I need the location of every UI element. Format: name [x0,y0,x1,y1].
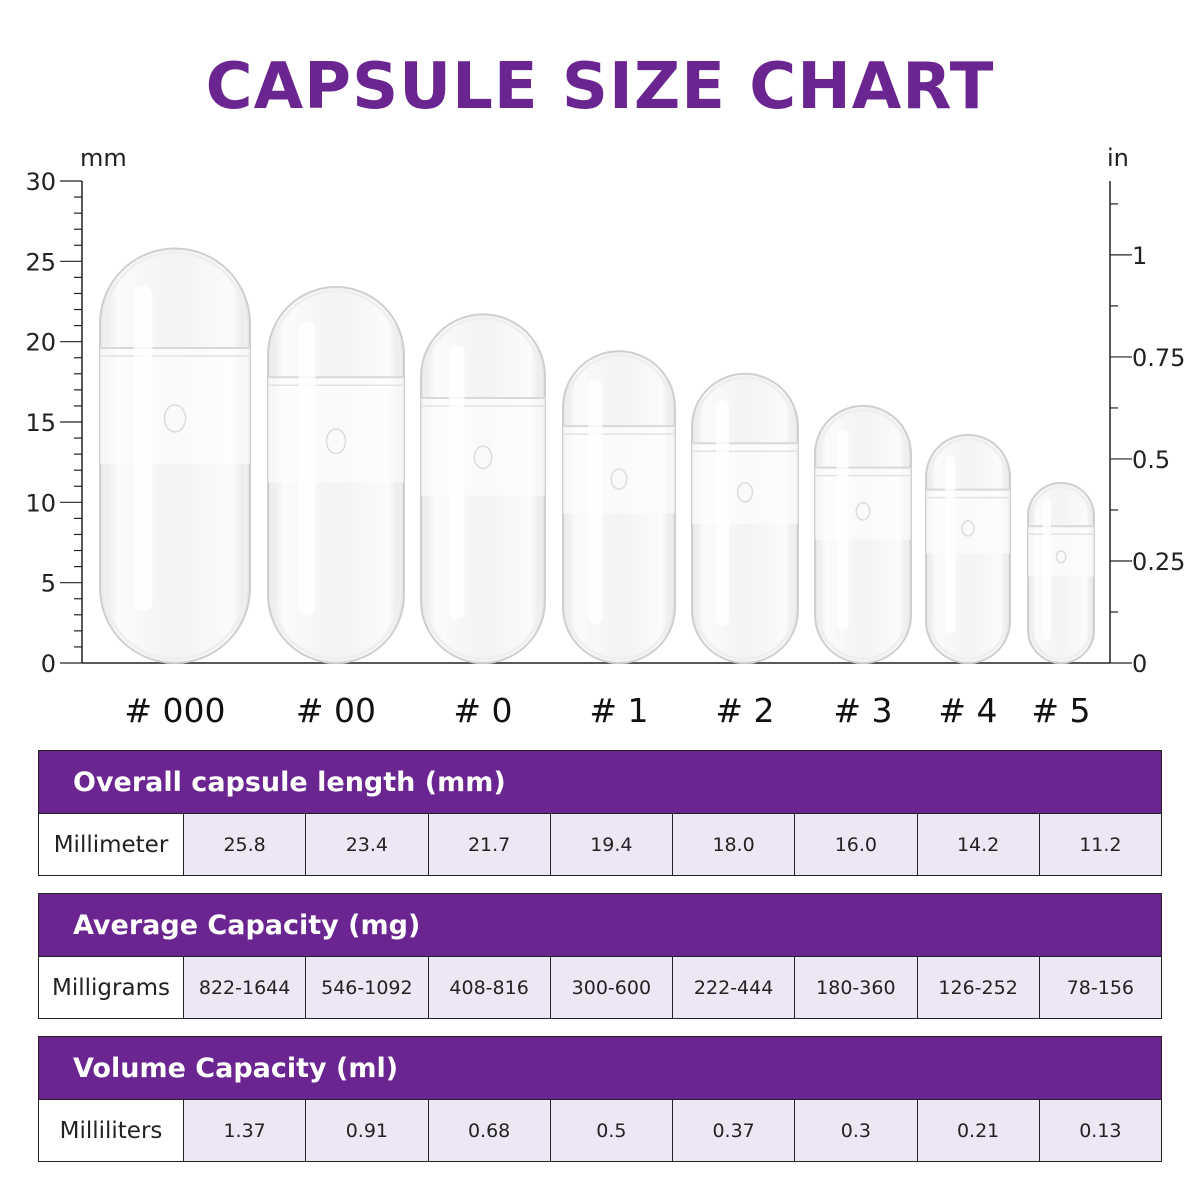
table-row: Milligrams 822-1644 546-1092 408-816 300… [38,956,1163,1019]
volume-table: Volume Capacity (ml) Milliliters 1.37 0.… [38,1036,1163,1162]
left-axis-tick-label: 30 [25,168,56,196]
volume-table-header: Volume Capacity (ml) [38,1036,1162,1100]
length-table: Overall capsule length (mm) Millimeter 2… [38,750,1163,876]
left-axis-tick-label: 20 [25,329,56,357]
capsule-highlight [944,455,956,634]
right-axis-tick-label: 0.75 [1132,344,1185,372]
left-axis-tick-label: 5 [41,570,56,598]
capsule-highlight [588,379,603,624]
right-axis-tick-label: 0 [1132,650,1147,678]
right-axis-tick-label: 0.5 [1132,446,1170,474]
row-label-milliliters: Milliliters [38,1099,184,1162]
capsule-dimple [1055,550,1067,564]
capsule-6 [814,404,912,664]
capsule-8 [1027,482,1095,665]
page-title: CAPSULE SIZE CHART [205,50,995,124]
table-cell: 822-1644 [182,956,307,1019]
capsule-dimple [736,482,754,503]
table-cell: 21.7 [427,813,551,876]
category-label: # 5 [1031,691,1090,730]
capsule-4 [562,350,676,664]
capsule-highlight [715,400,730,626]
table-row: Milliliters 1.37 0.91 0.68 0.5 0.37 0.3 … [38,1099,1163,1162]
right-axis-tick-label: 0.25 [1132,548,1185,576]
table-cell: 408-816 [427,956,551,1019]
capsule-highlight [1042,499,1052,640]
capsule-2 [267,286,405,664]
row-label-millimeter: Millimeter [38,813,184,876]
left-axis-tick-label: 15 [25,409,56,437]
table-cell: 546-1092 [305,956,429,1019]
left-axis-tick-label: 0 [41,650,56,678]
capsule-band [815,467,911,540]
category-label: # 1 [589,691,648,730]
right-axis-unit: in [1107,144,1129,172]
spec-tables: Overall capsule length (mm) Millimeter 2… [38,750,1163,1162]
category-label: # 3 [833,691,892,730]
table-cell: 16.0 [794,813,918,876]
capsule-dimple [961,520,975,537]
category-label: # 000 [124,691,225,730]
capsule-1 [99,247,251,664]
table-cell: 23.4 [305,813,429,876]
capsule-5 [691,372,799,664]
table-cell: 78-156 [1038,956,1163,1019]
capsule-size-chart: 30 25 20 15 10 5 0 mm 1 0.75 0.5 0.25 0 in # 000 # 00 #… [25,144,1185,730]
capsule-highlight [298,321,316,616]
capsule-highlight [448,345,465,620]
table-cell: 0.13 [1038,1099,1163,1162]
capsule-3 [420,313,546,664]
table-cell: 18.0 [671,813,796,876]
capsule-band [100,347,250,465]
category-label: # 0 [453,691,512,730]
table-cell: 0.5 [549,1099,674,1162]
capacity-table-header: Average Capacity (mg) [38,893,1162,957]
table-cell: 0.21 [916,1099,1040,1162]
capacity-table: Average Capacity (mg) Milligrams 822-164… [38,893,1163,1019]
table-cell: 0.3 [794,1099,918,1162]
table-cell: 0.68 [427,1099,551,1162]
capsule-dimple [163,404,187,433]
table-cell: 0.91 [305,1099,429,1162]
left-axis-tick-label: 10 [25,489,56,517]
table-cell: 14.2 [916,813,1040,876]
capsule-band [692,443,798,525]
table-cell: 126-252 [916,956,1040,1019]
length-table-header: Overall capsule length (mm) [38,750,1162,814]
table-cell: 25.8 [182,813,307,876]
capsule-dimple [473,445,493,470]
row-label-milligrams: Milligrams [38,956,184,1019]
capsule-dimple [610,468,628,490]
capsule-dimple [855,501,871,521]
category-label: # 2 [715,691,774,730]
table-cell: 300-600 [549,956,674,1019]
category-label: # 00 [296,691,376,730]
right-axis-tick-label: 1 [1132,242,1147,270]
capsule-highlight [836,429,849,630]
table-cell: 1.37 [182,1099,307,1162]
table-cell: 222-444 [671,956,796,1019]
table-cell: 11.2 [1038,813,1163,876]
table-cell: 19.4 [549,813,674,876]
capsule-band [268,377,404,483]
left-axis-unit: mm [80,144,127,172]
capsule-highlight [133,285,153,611]
left-axis-tick-label: 25 [25,248,56,276]
capsule-dimple [325,428,347,455]
table-cell: 0.37 [671,1099,796,1162]
table-row: Millimeter 25.8 23.4 21.7 19.4 18.0 16.0… [38,813,1163,876]
capsule-7 [925,433,1011,664]
category-label: # 4 [938,691,997,730]
table-cell: 180-360 [794,956,918,1019]
